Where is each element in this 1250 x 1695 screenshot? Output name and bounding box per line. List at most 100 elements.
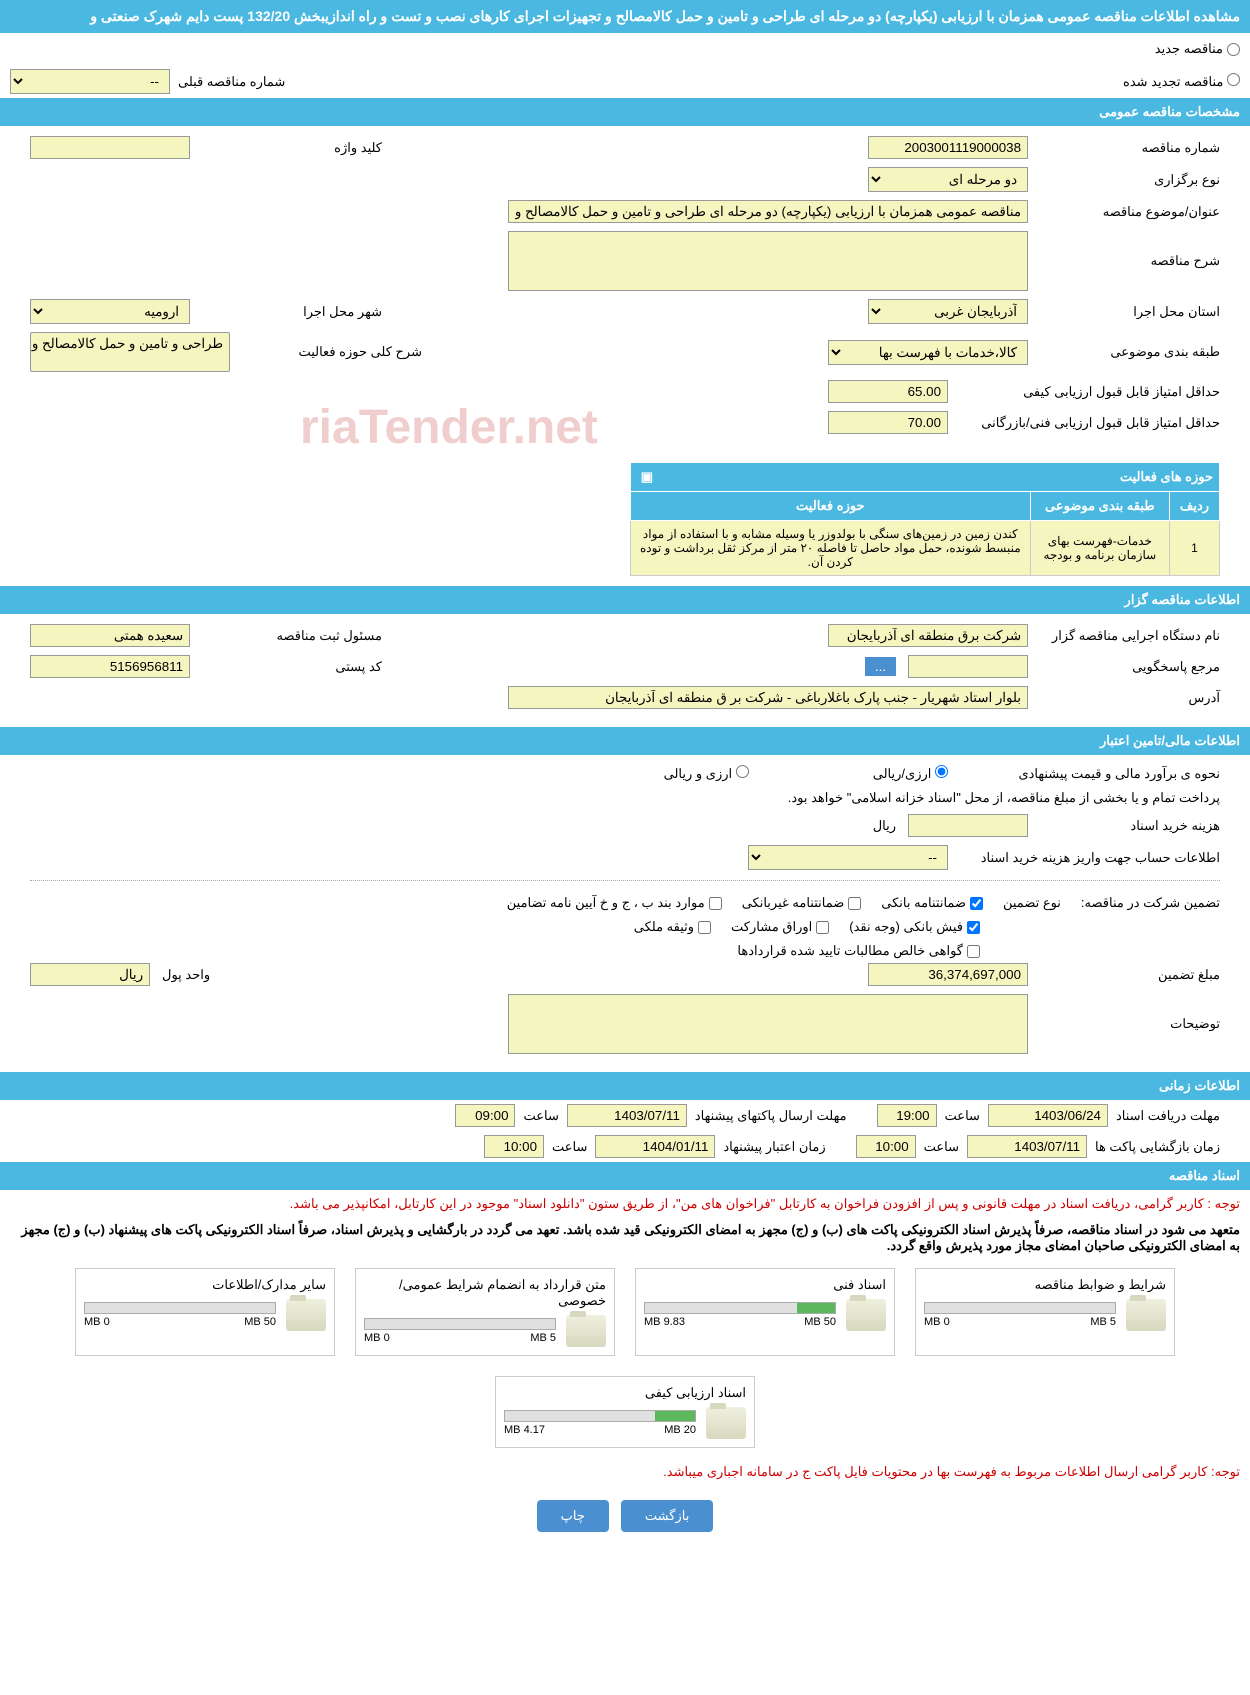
province-select[interactable]: آذربایجان غربی	[868, 299, 1028, 324]
progress-bar	[644, 1302, 836, 1314]
radio-renewed-text: مناقصه تجدید شده	[1123, 74, 1223, 89]
cb-bank[interactable]	[970, 897, 983, 910]
envelope-date[interactable]	[567, 1104, 687, 1127]
size-total: 5 MB	[1090, 1316, 1116, 1328]
folder-icon	[566, 1315, 606, 1347]
keyword-input[interactable]	[30, 136, 190, 159]
doc-card[interactable]: اسناد ارزیابی کیفی 20 MB4.17 MB	[495, 1376, 755, 1448]
cb-shares-label[interactable]: اوراق مشارکت	[731, 919, 829, 935]
size-total: 50 MB	[244, 1316, 276, 1328]
score-tech-input[interactable]	[828, 411, 948, 434]
activity-desc-label: شرح کلی حوزه فعالیت	[242, 344, 422, 360]
doc-card[interactable]: اسناد فنی 50 MB9.83 MB	[635, 1268, 895, 1356]
doc-card[interactable]: شرایط و ضوابط مناقصه 5 MB0 MB	[915, 1268, 1175, 1356]
amount-input[interactable]	[868, 963, 1028, 986]
section-agency: اطلاعات مناقصه گزار	[0, 586, 1250, 614]
doc-fee-label: هزینه خرید اسناد	[1040, 818, 1220, 834]
subject-label: عنوان/موضوع مناقصه	[1040, 204, 1220, 220]
docs-note3: توجه: کاربر گرامی ارسال اطلاعات مربوط به…	[0, 1458, 1250, 1486]
folder-icon	[286, 1299, 326, 1331]
contact-input[interactable]	[908, 655, 1028, 678]
city-select[interactable]: ارومیه	[30, 299, 190, 324]
method-both-radio[interactable]	[736, 765, 749, 778]
cb-cash[interactable]	[967, 921, 980, 934]
doc-title: اسناد فنی	[644, 1277, 886, 1293]
cb-property-label[interactable]: وثیقه ملکی	[634, 919, 711, 935]
desc-textarea[interactable]	[508, 231, 1028, 291]
cb-bank-label[interactable]: ضمانتنامه بانکی	[881, 895, 983, 911]
envelope-time[interactable]	[455, 1104, 515, 1127]
number-input[interactable]	[868, 136, 1028, 159]
page-title: مشاهده اطلاعات مناقصه عمومی همزمان با ار…	[0, 0, 1250, 33]
prev-num-select[interactable]: --	[10, 69, 170, 94]
activity-desc-select[interactable]: طراحی و تامین و حمل کالامصالح و تجهیزات …	[30, 332, 230, 372]
category-select[interactable]: کالا،خدمات با فهرست بها	[828, 340, 1028, 365]
section-timing: اطلاعات زمانی	[0, 1072, 1250, 1100]
activity-table: حوزه های فعالیت ▣ ردیف طبقه بندی موضوعی …	[630, 462, 1220, 576]
cb-nonbank-label[interactable]: ضمانتنامه غیربانکی	[742, 895, 862, 911]
method-rial-radio[interactable]	[935, 765, 948, 778]
radio-renewed[interactable]	[1227, 73, 1240, 86]
size-total: 20 MB	[664, 1424, 696, 1436]
postal-input[interactable]	[30, 655, 190, 678]
unit-label: واحد پول	[162, 967, 210, 983]
table-expand-icon[interactable]: ▣	[637, 469, 653, 485]
unit-input[interactable]	[30, 963, 150, 986]
account-label: اطلاعات حساب جهت واریز هزینه خرید اسناد	[960, 850, 1220, 866]
validity-time[interactable]	[484, 1135, 544, 1158]
type-select[interactable]: دو مرحله ای	[868, 167, 1028, 192]
cb-property[interactable]	[698, 921, 711, 934]
subject-input[interactable]	[508, 200, 1028, 223]
postal-label: کد پستی	[202, 659, 382, 675]
open-label: زمان بازگشایی پاکت ها	[1095, 1139, 1220, 1155]
progress-bar	[504, 1410, 696, 1422]
account-select[interactable]: --	[748, 845, 948, 870]
radio-new-label[interactable]: مناقصه جدید	[1155, 41, 1240, 57]
method-rial-label[interactable]: ارزی/ریالی	[873, 765, 948, 782]
doc-fee-input[interactable]	[908, 814, 1028, 837]
radio-renewed-label[interactable]: مناقصه تجدید شده	[1123, 73, 1240, 90]
validity-date[interactable]	[595, 1135, 715, 1158]
print-button[interactable]: چاپ	[537, 1500, 609, 1532]
agency-name-input[interactable]	[828, 624, 1028, 647]
radio-new[interactable]	[1227, 43, 1240, 56]
receive-date[interactable]	[988, 1104, 1108, 1127]
section-docs: اسناد مناقصه	[0, 1162, 1250, 1190]
cb-receivable-label[interactable]: گواهی خالص مطالبات تایید شده قراردادها	[737, 943, 980, 959]
docs-note1: توجه : کاربر گرامی، دریافت اسناد در مهلت…	[0, 1190, 1250, 1218]
method-label: نحوه ی برآورد مالی و قیمت پیشنهادی	[960, 766, 1220, 782]
receive-time[interactable]	[877, 1104, 937, 1127]
cb-shares[interactable]	[816, 921, 829, 934]
cb-nonbank[interactable]	[848, 897, 861, 910]
cb-receivable[interactable]	[967, 945, 980, 958]
size-used: 4.17 MB	[504, 1424, 545, 1436]
open-date[interactable]	[967, 1135, 1087, 1158]
folder-icon	[706, 1407, 746, 1439]
activity-table-title: حوزه های فعالیت ▣	[631, 463, 1220, 492]
validity-label: زمان اعتبار پیشنهاد	[723, 1139, 825, 1155]
guarantee-label: تضمین شرکت در مناقصه:	[1081, 895, 1220, 911]
progress-bar	[924, 1302, 1116, 1314]
time-lbl-3: ساعت	[924, 1139, 959, 1155]
doc-card[interactable]: سایر مدارک/اطلاعات 50 MB0 MB	[75, 1268, 335, 1356]
back-button[interactable]: بازگشت	[621, 1500, 713, 1532]
doc-card[interactable]: متن قرارداد به انضمام شرایط عمومی/خصوصی …	[355, 1268, 615, 1356]
contact-lookup-button[interactable]: ...	[865, 657, 896, 676]
province-label: استان محل اجرا	[1040, 304, 1220, 320]
size-total: 5 MB	[530, 1332, 556, 1344]
docs-note2: متعهد می شود در اسناد مناقصه، صرفاً پذیر…	[0, 1218, 1250, 1258]
cb-bond-label[interactable]: موارد بند ب ، ج و خ آیین نامه تضامین	[507, 895, 722, 911]
cb-bond[interactable]	[709, 897, 722, 910]
method-both-label[interactable]: ارزی و ریالی	[664, 765, 749, 782]
number-label: شماره مناقصه	[1040, 140, 1220, 156]
score-quality-input[interactable]	[828, 380, 948, 403]
cb-cash-label[interactable]: فیش بانکی (وجه نقد)	[849, 919, 980, 935]
finance-notes-textarea[interactable]	[508, 994, 1028, 1054]
desc-label: شرح مناقصه	[1040, 253, 1220, 269]
address-label: آدرس	[1040, 690, 1220, 706]
category-label: طبقه بندی موضوعی	[1040, 344, 1220, 360]
address-input[interactable]	[508, 686, 1028, 709]
open-time[interactable]	[856, 1135, 916, 1158]
progress-bar	[364, 1318, 556, 1330]
registrar-input[interactable]	[30, 624, 190, 647]
